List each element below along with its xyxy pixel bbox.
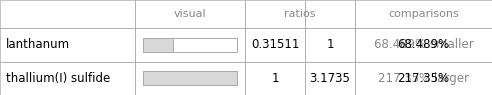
Text: 68.489% smaller: 68.489% smaller	[373, 38, 473, 51]
Text: 1: 1	[271, 72, 279, 85]
Bar	[135, 28, 245, 61]
Bar	[143, 71, 237, 85]
Text: 3.1735: 3.1735	[309, 72, 350, 85]
Bar	[0, 0, 135, 28]
Bar	[143, 38, 173, 52]
Text: thallium(I) sulfide: thallium(I) sulfide	[6, 72, 110, 85]
Bar	[143, 71, 237, 85]
Bar	[245, 61, 305, 95]
Bar	[135, 61, 245, 95]
Bar	[355, 0, 492, 28]
Bar	[245, 0, 305, 28]
Bar	[0, 61, 135, 95]
Bar	[135, 0, 245, 28]
Text: 217.35% larger: 217.35% larger	[378, 72, 469, 85]
Text: 217.35%: 217.35%	[398, 72, 450, 85]
Text: 1: 1	[326, 38, 334, 51]
Bar	[305, 28, 355, 61]
Text: comparisons: comparisons	[388, 9, 459, 19]
Bar	[305, 61, 355, 95]
Bar	[0, 28, 135, 61]
Text: lanthanum: lanthanum	[6, 38, 70, 51]
Bar	[143, 38, 237, 52]
Bar	[355, 28, 492, 61]
Bar	[355, 61, 492, 95]
Text: 68.489%: 68.489%	[398, 38, 450, 51]
Bar	[245, 28, 305, 61]
Bar	[305, 0, 355, 28]
Text: visual: visual	[174, 9, 206, 19]
Text: ratios: ratios	[284, 9, 316, 19]
Text: 0.31511: 0.31511	[251, 38, 299, 51]
